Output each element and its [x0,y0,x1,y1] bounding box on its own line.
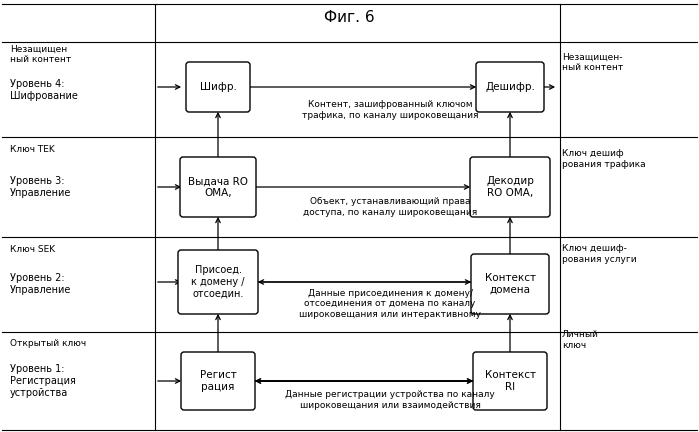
FancyBboxPatch shape [471,254,549,314]
Text: Уровень 1:
Регистрация
устройства: Уровень 1: Регистрация устройства [10,365,76,397]
Text: Ключ TEK: Ключ TEK [10,144,55,153]
FancyBboxPatch shape [476,62,544,112]
Text: Открытый ключ: Открытый ключ [10,340,86,349]
FancyBboxPatch shape [180,157,256,217]
Text: Ключ дешиф-
рования услуги: Ключ дешиф- рования услуги [562,245,637,264]
Text: Данные присоединения к домену/
отсоединения от домена по каналу
широковещания ил: Данные присоединения к домену/ отсоедине… [299,289,481,319]
Text: Выдача RO
OMA,: Выдача RO OMA, [188,176,248,198]
Text: Уровень 3:
Управление: Уровень 3: Управление [10,176,71,198]
Text: Присоед.
к домену /
отсоедин.: Присоед. к домену / отсоедин. [192,265,245,299]
FancyBboxPatch shape [178,250,258,314]
Text: Декодир
RO OMA,: Декодир RO OMA, [486,176,534,198]
Text: Личный
ключ: Личный ключ [562,330,599,349]
Text: Уровень 2:
Управление: Уровень 2: Управление [10,273,71,295]
FancyBboxPatch shape [470,157,550,217]
Text: Уровень 4:
Шифрование: Уровень 4: Шифрование [10,79,78,101]
FancyBboxPatch shape [473,352,547,410]
Text: Контент, зашифрованный ключом
трафика, по каналу широковещания: Контент, зашифрованный ключом трафика, п… [302,100,478,120]
Text: Контекст
RI: Контекст RI [484,370,535,392]
FancyBboxPatch shape [186,62,250,112]
Text: Контекст
домена: Контекст домена [484,273,535,295]
Text: Ключ дешиф
рования трафика: Ключ дешиф рования трафика [562,149,646,169]
Text: Данные регистрации устройства по каналу
широковещания или взаимодействия: Данные регистрации устройства по каналу … [285,390,495,410]
FancyBboxPatch shape [181,352,255,410]
Text: Ключ SEK: Ключ SEK [10,245,55,254]
Text: Шифр.: Шифр. [199,82,236,92]
Text: Дешифр.: Дешифр. [485,82,535,92]
Text: Фиг. 6: Фиг. 6 [324,10,375,25]
Text: Незащищен
ный контент: Незащищен ный контент [10,44,71,64]
Text: Регист
рация: Регист рация [200,370,236,392]
Text: Объект, устанавливающий права
доступа, по каналу широковещания: Объект, устанавливающий права доступа, п… [303,197,477,217]
Text: Незащищен-
ный контент: Незащищен- ный контент [562,52,624,72]
